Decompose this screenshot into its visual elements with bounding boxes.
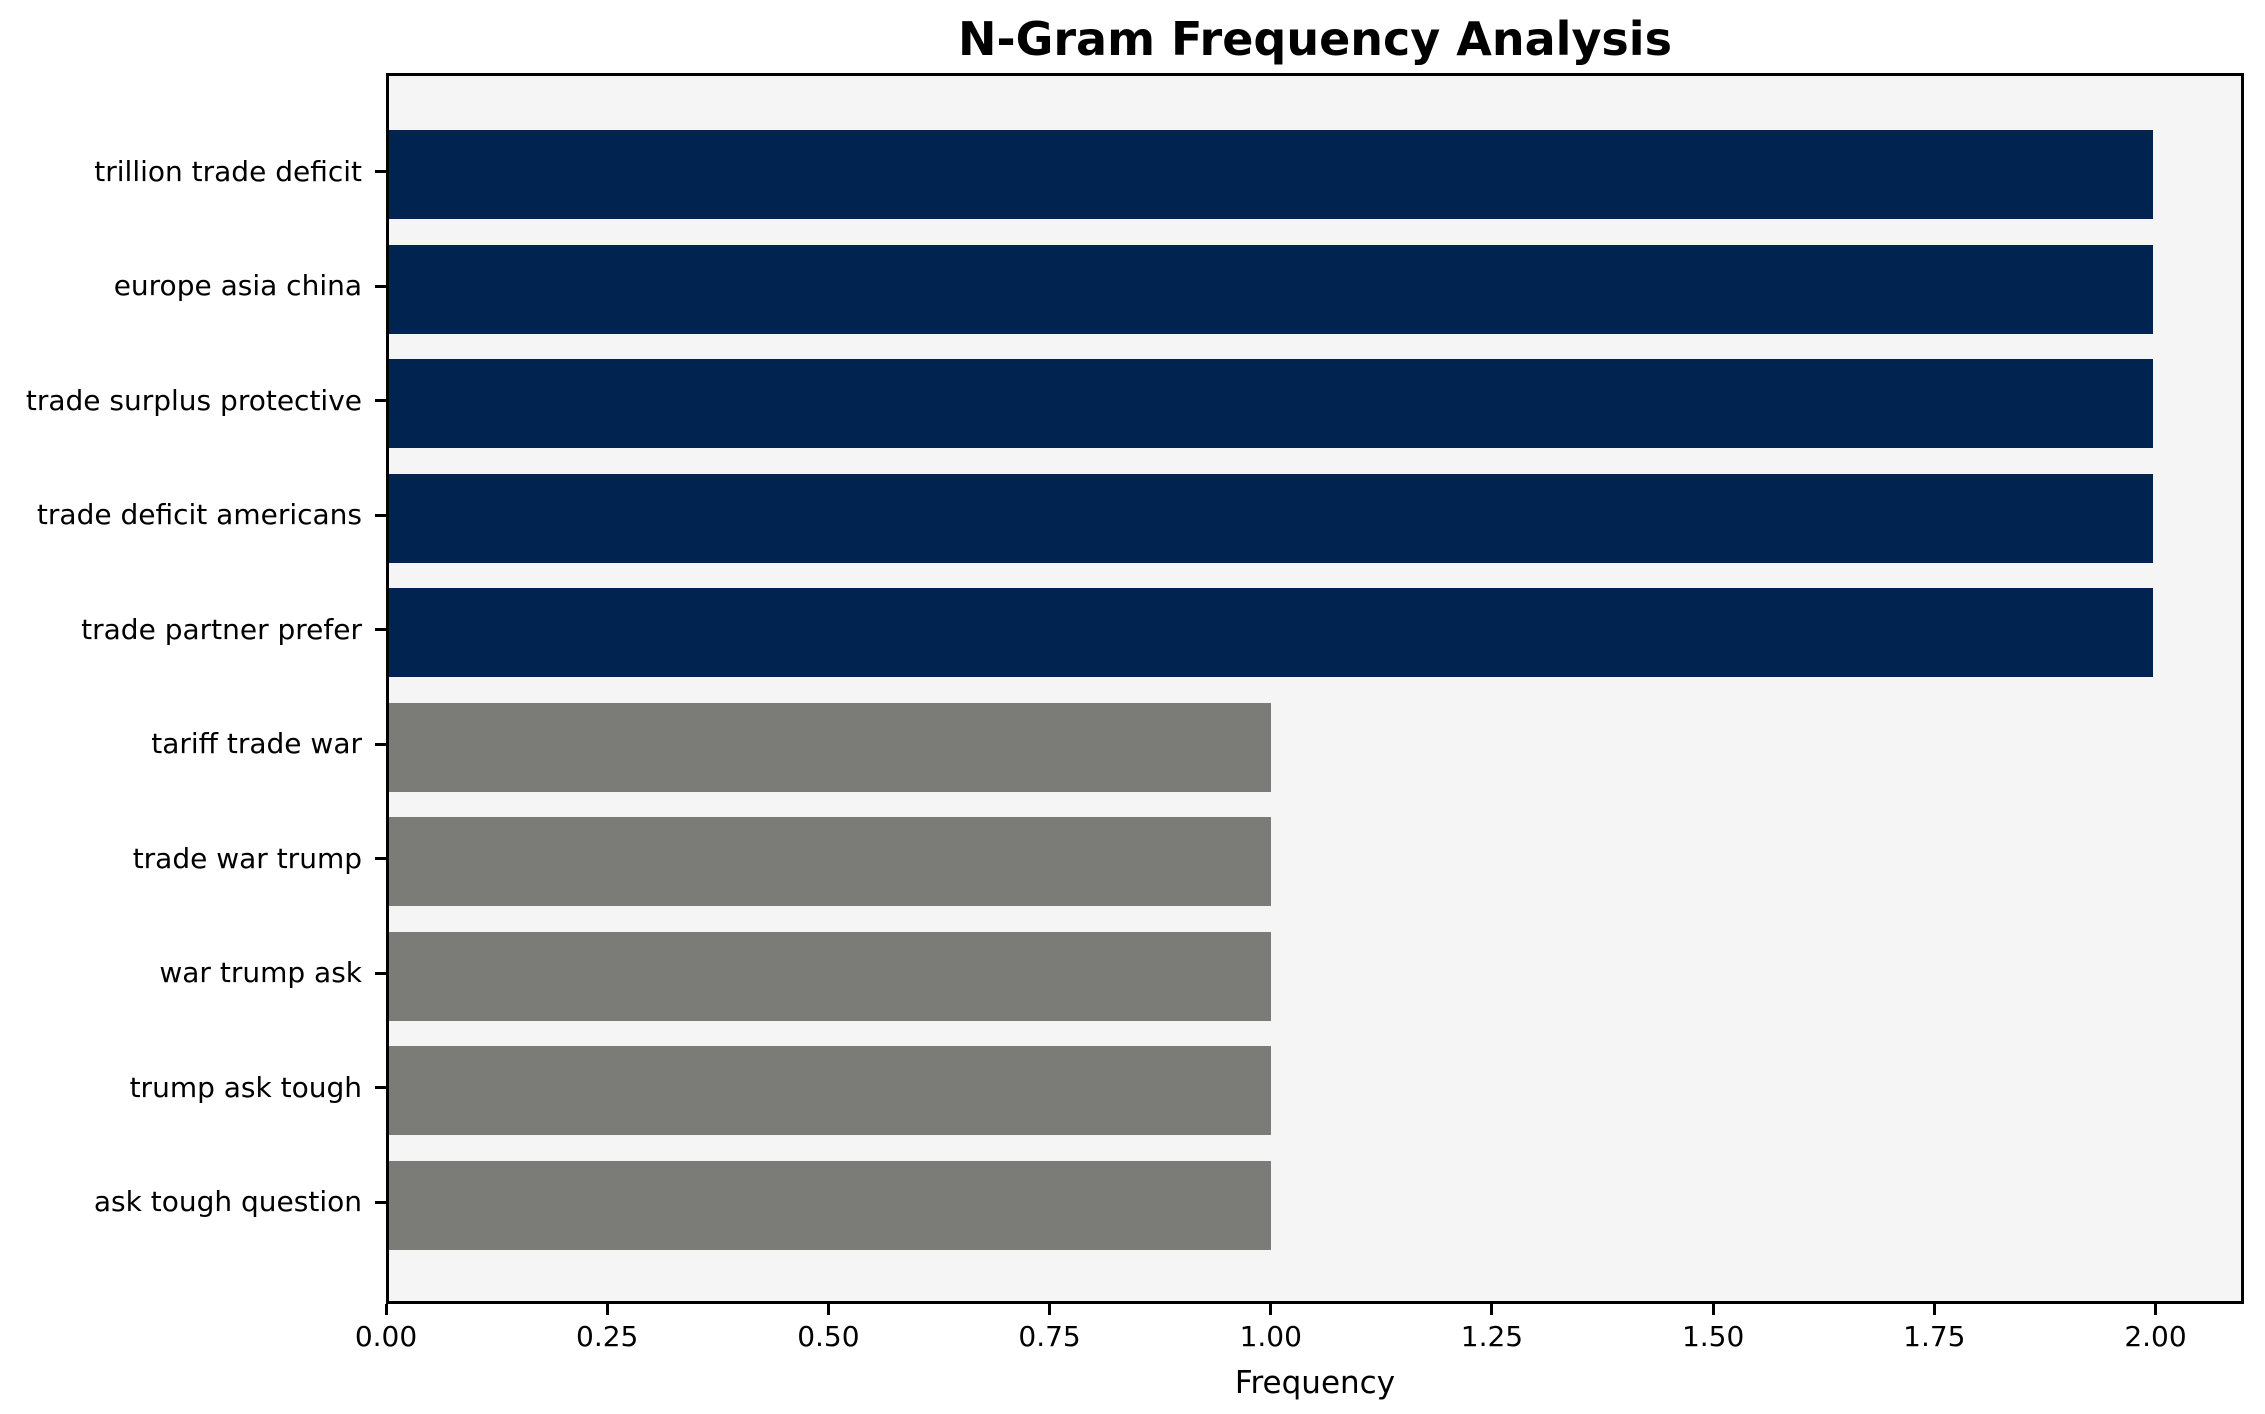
y-tick-mark (375, 399, 386, 402)
bar (389, 1046, 1271, 1135)
y-tick-label: ask tough question (93, 1185, 362, 1218)
y-tick-label: trade partner prefer (81, 612, 362, 646)
y-tick-mark (375, 742, 386, 746)
y-tick-label: trillion trade deficit (94, 154, 362, 188)
bar (389, 817, 1271, 906)
x-tick-label: 1.50 (1681, 1320, 1745, 1353)
x-tick-label: 2.00 (2124, 1320, 2187, 1353)
chart-title: N-Gram Frequency Analysis (958, 12, 1672, 66)
plot-area (386, 73, 2244, 1304)
y-tick-mark (375, 1200, 386, 1204)
x-tick-mark (605, 1304, 609, 1315)
x-tick-mark (1490, 1304, 1494, 1315)
x-tick-label: 0.50 (797, 1320, 860, 1353)
y-tick-label: trade war trump (132, 841, 362, 875)
y-tick-mark (375, 1086, 386, 1089)
bar (389, 588, 2153, 677)
x-tick-label: 0.75 (1018, 1320, 1081, 1353)
y-tick-mark (375, 170, 386, 173)
x-tick-mark (826, 1304, 830, 1315)
bar (389, 702, 1271, 792)
bar (389, 244, 2153, 334)
bar (389, 1160, 1271, 1250)
x-tick-label: 0.25 (576, 1320, 639, 1353)
bar (389, 473, 2153, 563)
y-tick-label: war trump ask (159, 956, 362, 989)
y-tick-label: europe asia china (113, 269, 362, 302)
bar (389, 931, 1271, 1021)
y-tick-mark (375, 857, 386, 860)
x-tick-mark (1048, 1304, 1052, 1315)
x-tick-mark (1711, 1304, 1715, 1315)
y-tick-mark (375, 628, 386, 631)
y-tick-mark (375, 284, 386, 288)
y-tick-label: trade deficit americans (36, 498, 362, 531)
x-tick-label: 1.25 (1460, 1320, 1524, 1353)
x-axis-label: Frequency (1234, 1365, 1396, 1401)
x-tick-mark (384, 1304, 388, 1315)
bar (389, 130, 2153, 219)
y-tick-label: trade surplus protective (25, 383, 362, 417)
x-tick-label: 0.00 (354, 1320, 418, 1353)
x-tick-label: 1.75 (1903, 1320, 1966, 1353)
bar (389, 359, 2153, 448)
y-tick-label: trump ask tough (129, 1070, 362, 1104)
x-tick-mark (1932, 1304, 1936, 1315)
y-tick-mark (375, 513, 386, 517)
bars-layer (389, 76, 2241, 1301)
x-tick-label: 1.00 (1239, 1320, 1302, 1353)
x-tick-mark (2154, 1304, 2158, 1315)
x-tick-mark (1269, 1304, 1273, 1315)
y-tick-mark (375, 971, 386, 975)
y-tick-label: tariff trade war (151, 727, 362, 760)
